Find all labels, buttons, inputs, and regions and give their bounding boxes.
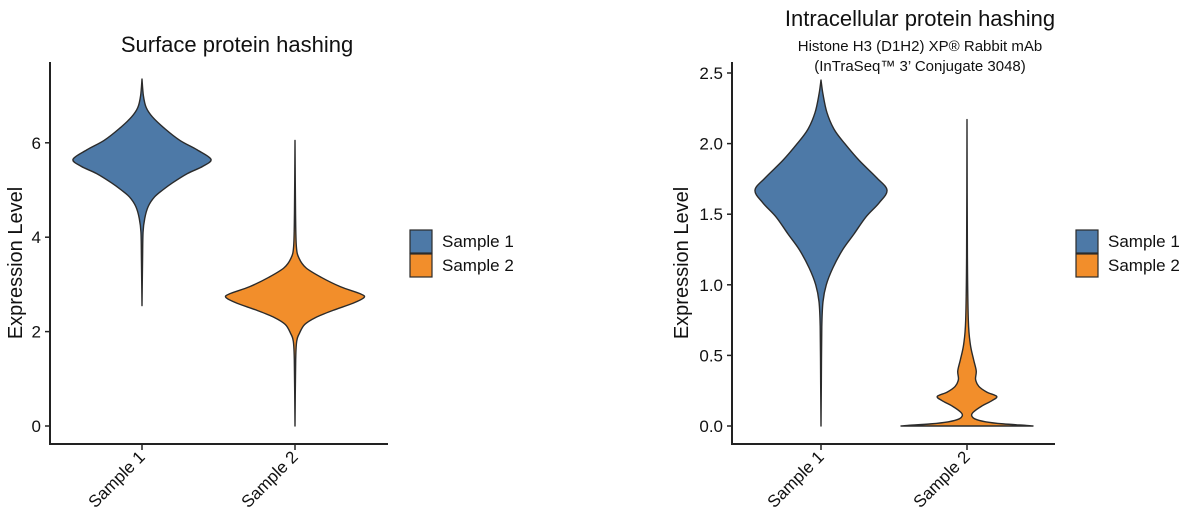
legend: Sample 1 Sample 2 [409, 229, 514, 278]
y-axis-label: Expression Level [5, 187, 27, 339]
legend-label: Sample 1 [442, 232, 514, 251]
x-tick-label: Sample 2 [910, 447, 974, 511]
legend-label: Sample 1 [1108, 232, 1180, 251]
x-tick-label: Sample 1 [764, 447, 828, 511]
y-tick-label: 1.0 [699, 276, 723, 295]
y-tick-label: 4 [32, 228, 41, 247]
legend-swatch [409, 229, 433, 254]
chart-title: Intracellular protein hashing [785, 6, 1055, 31]
legend-swatch [1075, 253, 1099, 278]
legend-label: Sample 2 [1108, 256, 1180, 275]
legend: Sample 1 Sample 2 [1075, 229, 1180, 278]
violin-sample-2 [224, 139, 366, 427]
x-tick-label: Sample 1 [85, 447, 149, 511]
y-tick-label: 0.5 [699, 346, 723, 365]
legend-label: Sample 2 [442, 256, 514, 275]
chart-subtitle: (InTraSeq™ 3’ Conjugate 3048) [814, 58, 1026, 75]
y-tick-label: 6 [32, 134, 41, 153]
x-tick-label: Sample 2 [238, 447, 302, 511]
y-tick-label: 2 [32, 323, 41, 342]
y-axis-label: Expression Level [671, 187, 693, 339]
chart-panel-2: Intracellular protein hashing Histone H3 … [671, 6, 1180, 512]
violin-sample-1 [754, 79, 888, 427]
y-tick-label: 2.0 [699, 135, 723, 154]
violin-sample-2 [900, 118, 1034, 427]
legend-swatch [409, 253, 433, 278]
y-tick-label: 2.5 [699, 64, 723, 83]
y-tick-label: 1.5 [699, 205, 723, 224]
chart-title: Surface protein hashing [121, 32, 353, 57]
legend-swatch [1075, 229, 1099, 254]
chart-subtitle: Histone H3 (D1H2) XP® Rabbit mAb [798, 38, 1042, 55]
y-tick-label: 0.0 [699, 417, 723, 436]
violin-sample-1 [72, 78, 212, 307]
y-tick-label: 0 [32, 417, 41, 436]
